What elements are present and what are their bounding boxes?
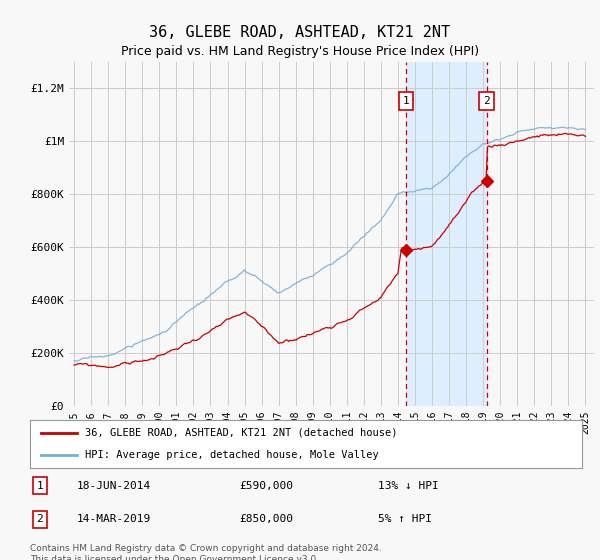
Text: 36, GLEBE ROAD, ASHTEAD, KT21 2NT (detached house): 36, GLEBE ROAD, ASHTEAD, KT21 2NT (detac… — [85, 428, 398, 438]
Text: 1: 1 — [403, 96, 409, 106]
Bar — [586, 62, 594, 406]
Text: 2: 2 — [37, 514, 43, 524]
Text: 13% ↓ HPI: 13% ↓ HPI — [378, 481, 439, 491]
Text: £590,000: £590,000 — [240, 481, 294, 491]
Text: 5% ↑ HPI: 5% ↑ HPI — [378, 514, 432, 524]
Bar — [406, 62, 487, 406]
Text: 14-MAR-2019: 14-MAR-2019 — [77, 514, 151, 524]
Text: HPI: Average price, detached house, Mole Valley: HPI: Average price, detached house, Mole… — [85, 450, 379, 460]
Text: 36, GLEBE ROAD, ASHTEAD, KT21 2NT: 36, GLEBE ROAD, ASHTEAD, KT21 2NT — [149, 25, 451, 40]
Text: 1: 1 — [37, 481, 43, 491]
Text: Contains HM Land Registry data © Crown copyright and database right 2024.
This d: Contains HM Land Registry data © Crown c… — [30, 544, 382, 560]
Text: 18-JUN-2014: 18-JUN-2014 — [77, 481, 151, 491]
Text: Price paid vs. HM Land Registry's House Price Index (HPI): Price paid vs. HM Land Registry's House … — [121, 45, 479, 58]
Text: £850,000: £850,000 — [240, 514, 294, 524]
Text: 2: 2 — [483, 96, 490, 106]
